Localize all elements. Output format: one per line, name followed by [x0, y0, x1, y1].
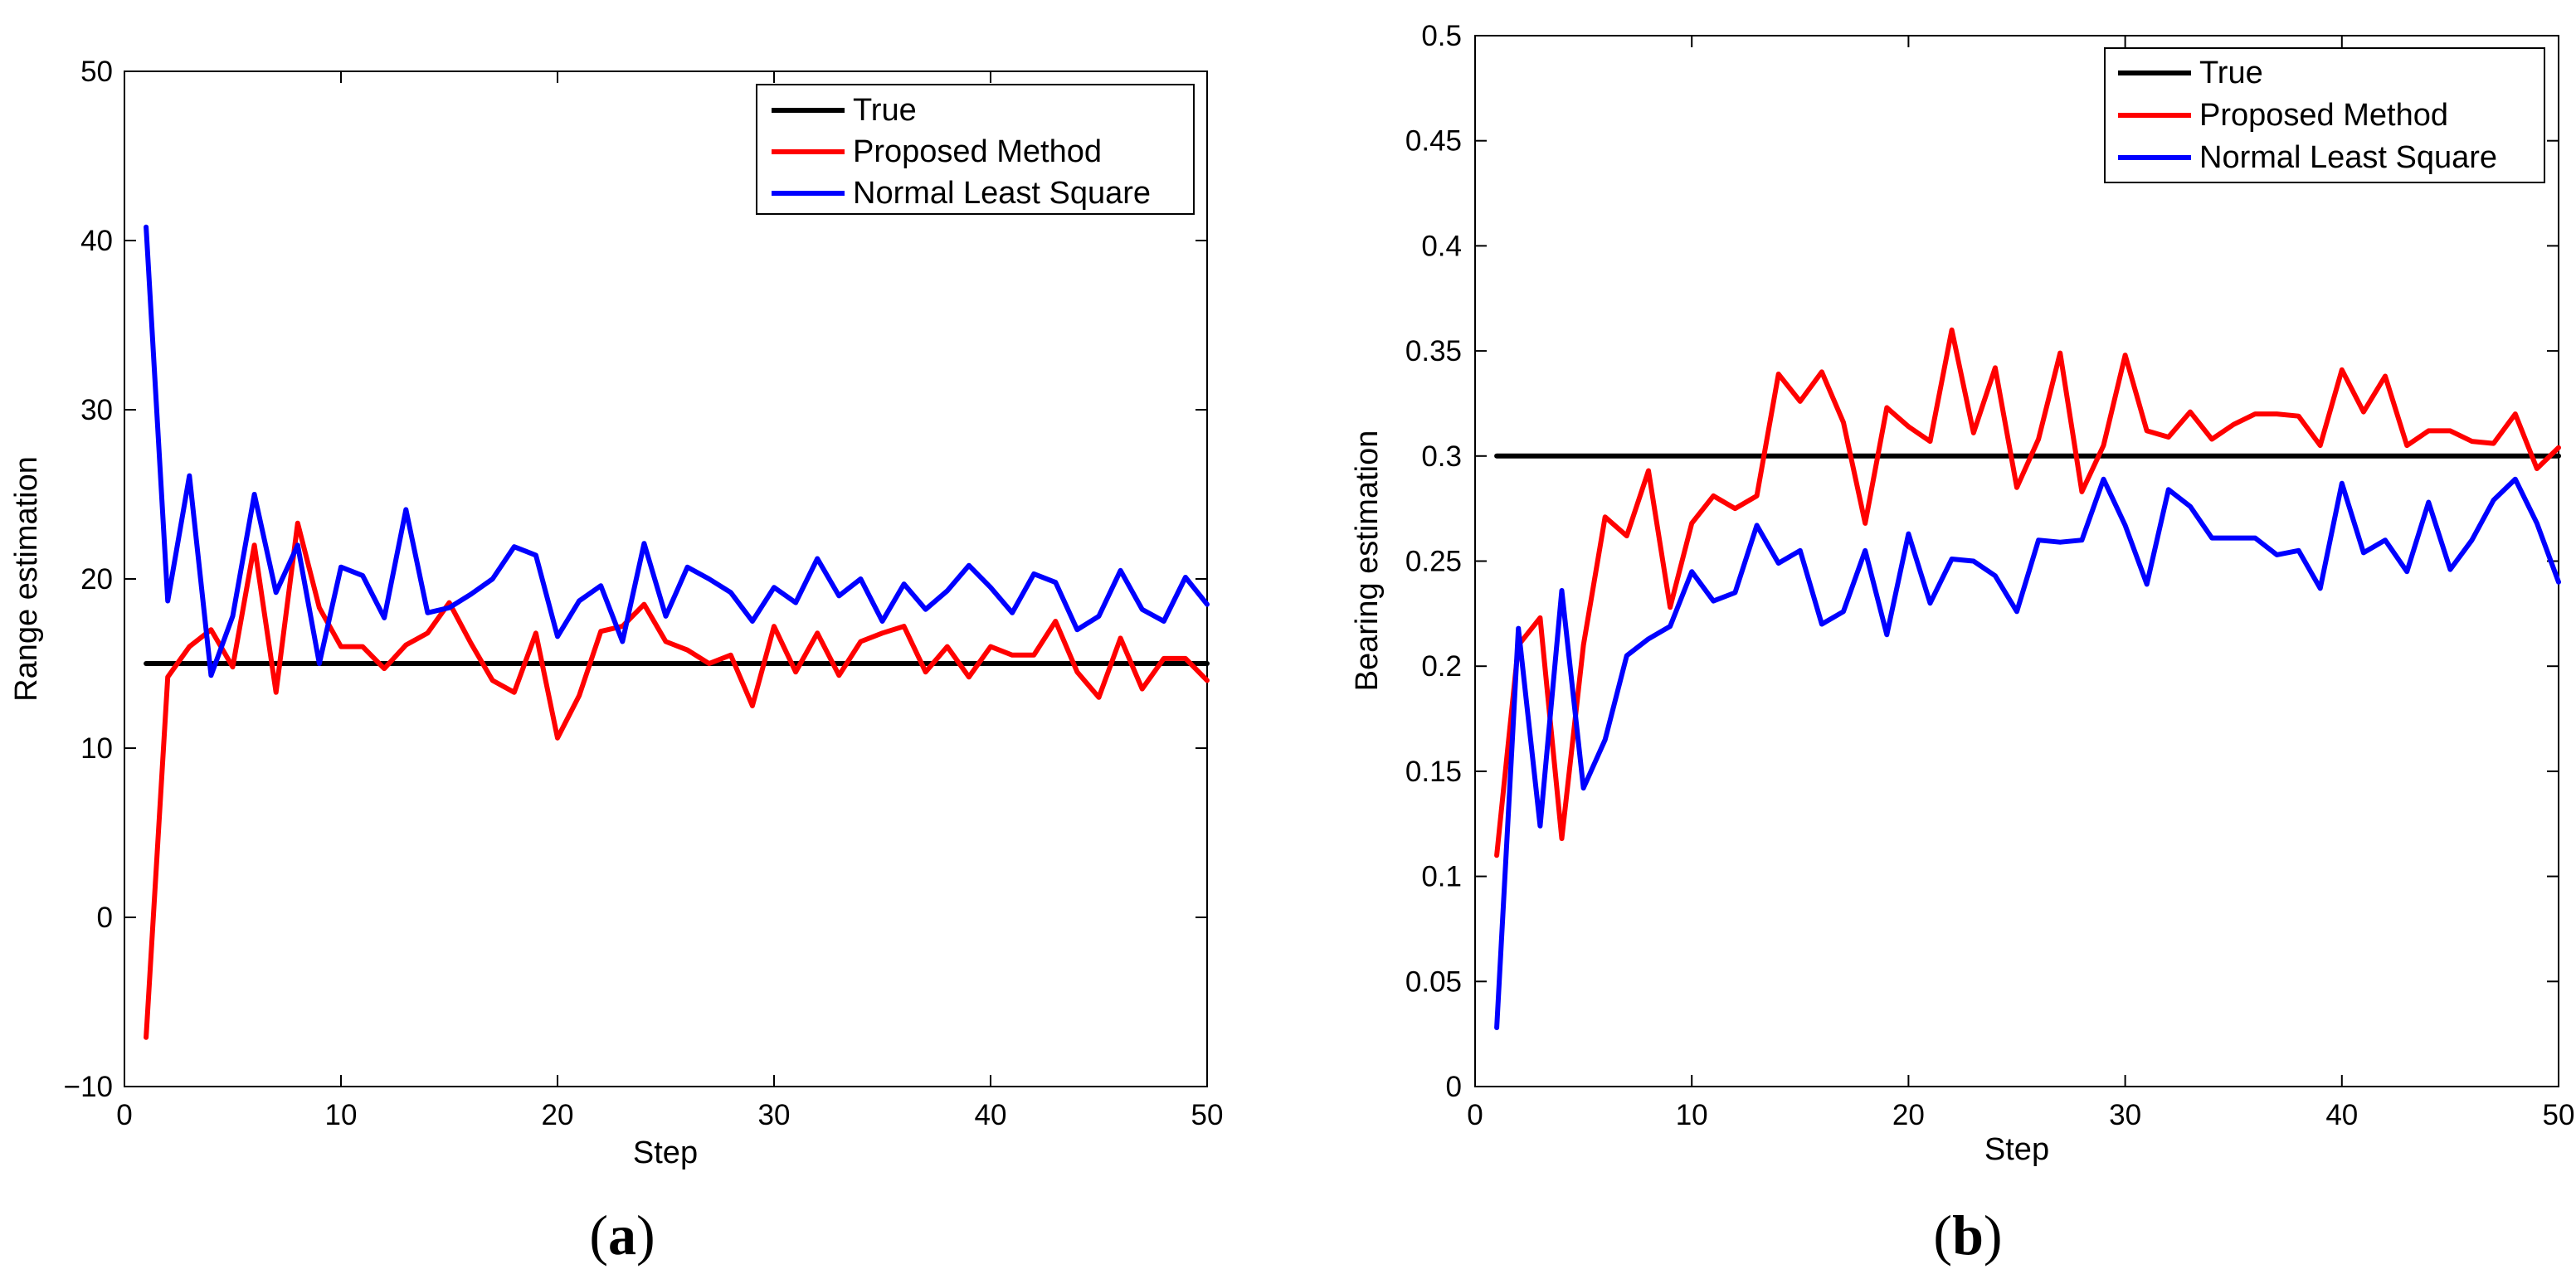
x-tick-label-bearing-2: 20	[1892, 1099, 1925, 1131]
x-axis-label-bearing: Step	[1984, 1132, 2049, 1167]
panel-caption-letter-b: b	[1952, 1203, 1984, 1267]
x-axis-label-range: Step	[633, 1135, 698, 1170]
y-tick-label-bearing-3: 0.15	[1405, 756, 1462, 788]
legend-label-true-bearing: True	[2199, 56, 2263, 90]
y-tick-label-bearing-1: 0.05	[1405, 965, 1462, 998]
plot-area-bearing	[1474, 35, 2559, 1087]
chart-panel-bearing: 0 10 20 30 40 50 0 0.05 0.1 0.15 0.2 0.25 0.3 0.35 0.4…	[1350, 20, 2574, 1267]
y-tick-label-bearing-9: 0.45	[1405, 125, 1462, 158]
series-line-normal-least-square-bearing	[1494, 476, 2561, 1030]
y-tick-label-range-5: 40	[80, 225, 113, 257]
x-tick-label-range-1: 10	[325, 1099, 358, 1131]
x-tick-label-bearing-4: 40	[2325, 1099, 2358, 1131]
x-tick-label-range-5: 50	[1191, 1099, 1224, 1131]
panel-caption-letter-a: a	[608, 1203, 636, 1267]
x-tick-label-range-2: 20	[542, 1099, 574, 1131]
series-line-normal-least-square-range	[144, 224, 1210, 678]
x-tick-label-bearing-3: 30	[2109, 1099, 2141, 1131]
ticks-bearing: 0 10 20 30 40 50 0 0.05 0.1 0.15 0.2 0.25 0.3 0.35 0.4…	[1405, 20, 2575, 1131]
series-layer-range	[144, 224, 1210, 1040]
panel-caption-a: (a)	[589, 1203, 655, 1267]
y-tick-label-bearing-8: 0.4	[1421, 230, 1462, 262]
y-tick-label-range-1: 0	[97, 902, 113, 934]
y-tick-label-bearing-0: 0	[1446, 1071, 1462, 1103]
series-line-proposed-method-bearing	[1494, 327, 2561, 858]
y-tick-label-range-4: 30	[80, 394, 113, 426]
series-layer-bearing	[1494, 327, 2561, 1030]
legend-label-proposed-range: Proposed Method	[853, 134, 1102, 169]
series-line-proposed-method-range	[144, 520, 1210, 1040]
x-tick-label-range-4: 40	[975, 1099, 1007, 1131]
legend-range: True Proposed Method Normal Least Square	[756, 84, 1195, 215]
y-tick-label-range-3: 20	[80, 563, 113, 596]
y-tick-label-bearing-5: 0.25	[1405, 546, 1462, 578]
x-tick-label-bearing-5: 50	[2543, 1099, 2575, 1131]
y-tick-label-range-0: −10	[64, 1071, 113, 1103]
x-tick-label-bearing-0: 0	[1467, 1099, 1483, 1131]
y-tick-label-range-2: 10	[80, 732, 113, 765]
y-tick-label-bearing-10: 0.5	[1421, 20, 1462, 52]
y-axis-label-range: Range estimation	[9, 456, 44, 702]
panel-caption-b: (b)	[1933, 1203, 2002, 1267]
x-tick-label-bearing-1: 10	[1676, 1099, 1708, 1131]
y-tick-label-bearing-4: 0.2	[1421, 650, 1462, 683]
legend-label-true-range: True	[853, 93, 917, 128]
legend-label-proposed-bearing: Proposed Method	[2199, 98, 2448, 133]
y-tick-label-range-6: 50	[80, 56, 113, 88]
y-tick-label-bearing-6: 0.3	[1421, 440, 1462, 473]
legend-label-nls-bearing: Normal Least Square	[2199, 140, 2497, 175]
y-axis-label-bearing: Bearing estimation	[1350, 430, 1385, 692]
y-tick-label-bearing-2: 0.1	[1421, 861, 1462, 893]
legend-bearing: True Proposed Method Normal Least Square	[2104, 47, 2545, 183]
legend-label-nls-range: Normal Least Square	[853, 176, 1151, 211]
x-tick-label-range-0: 0	[116, 1099, 132, 1131]
y-tick-label-bearing-7: 0.35	[1405, 335, 1462, 367]
x-tick-label-range-3: 30	[758, 1099, 791, 1131]
